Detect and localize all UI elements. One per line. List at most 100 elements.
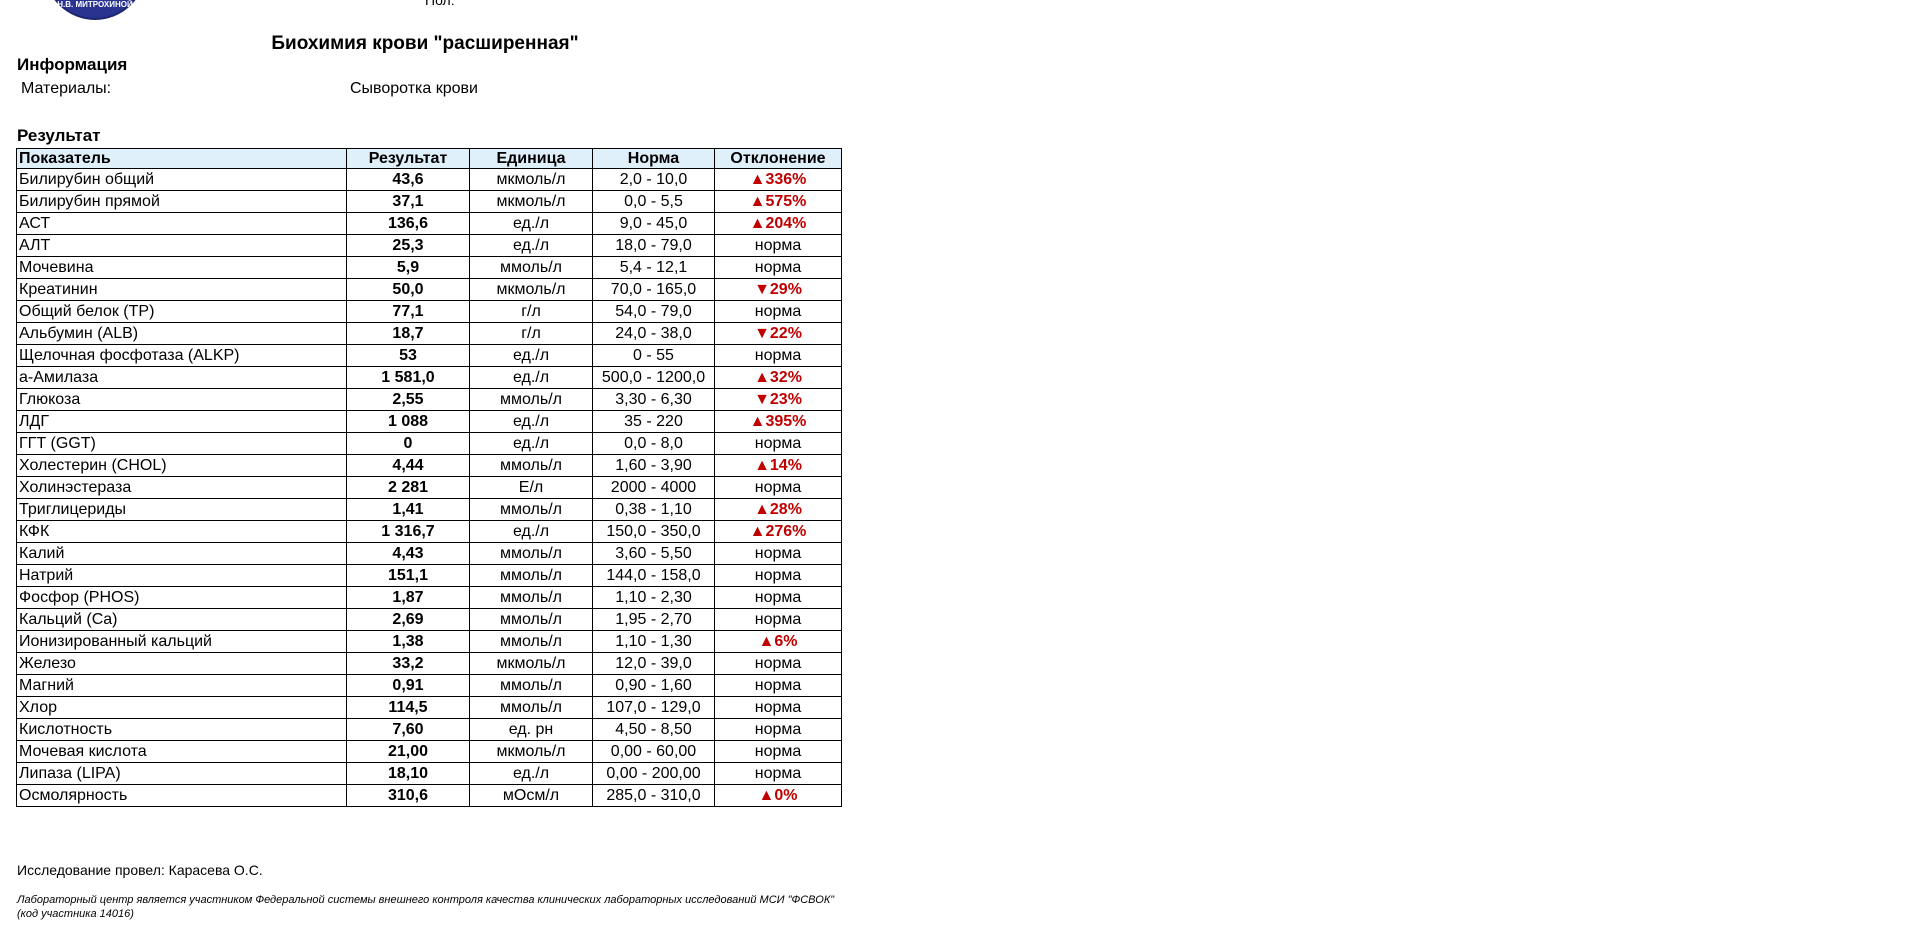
parameter-name: Билирубин прямой [16,190,347,213]
parameter-name: Триглицериды [16,498,347,521]
deviation: норма [714,300,842,323]
unit: ед./л [469,520,593,543]
parameter-name: а-Амилаза [16,366,347,389]
deviation: ▲395% [714,410,842,433]
result-value: 1,87 [346,586,470,609]
deviation: норма [714,256,842,279]
deviation: ▼22% [714,322,842,345]
deviation: норма [714,432,842,455]
deviation: ▼29% [714,278,842,301]
result-value: 77,1 [346,300,470,323]
result-value: 151,1 [346,564,470,587]
result-value: 7,60 [346,718,470,741]
result-value: 0,91 [346,674,470,697]
table-row: Холестерин (CHOL) 4,44 ммоль/л 1,60 - 3,90 ▲… [16,454,842,477]
result-value: 1 088 [346,410,470,433]
info-heading: Информация [17,55,128,74]
parameter-name: Ионизированный кальций [16,630,347,653]
table-row: Калий 4,43 ммоль/л 3,60 - 5,50 норма [16,542,842,565]
table-row: Мочевина 5,9 ммоль/л 5,4 - 12,1 норма [16,256,842,279]
sex-label: Пол: [425,0,455,8]
deviation: ▲575% [714,190,842,213]
parameter-name: Глюкоза [16,388,347,411]
parameter-name: Общий белок (TP) [16,300,347,323]
table-row: Глюкоза 2,55 ммоль/л 3,30 - 6,30 ▼23% [16,388,842,411]
unit: г/л [469,322,593,345]
unit: мкмоль/л [469,168,593,191]
result-value: 2,69 [346,608,470,631]
table-row: АСТ 136,6 ед./л 9,0 - 45,0 ▲204% [16,212,842,235]
table-row: Билирубин общий 43,6 мкмоль/л 2,0 - 10,0 ▲33… [16,168,842,191]
table-row: Кальций (Ca) 2,69 ммоль/л 1,95 - 2,70 норма [16,608,842,631]
unit: ммоль/л [469,498,593,521]
table-row: АЛТ 25,3 ед./л 18,0 - 79,0 норма [16,234,842,257]
table-row: Триглицериды 1,41 ммоль/л 0,38 - 1,10 ▲28% [16,498,842,521]
result-value: 1,38 [346,630,470,653]
lab-logo: Н.В. МИТРОХИНОЙ [44,0,146,20]
accreditation-note: Лабораторный центр является участником Ф… [17,894,835,920]
result-value: 25,3 [346,234,470,257]
table-row: Железо 33,2 мкмоль/л 12,0 - 39,0 норма [16,652,842,675]
parameter-name: Хлор [16,696,347,719]
norm-range: 5,4 - 12,1 [592,256,715,279]
parameter-name: АСТ [16,212,347,235]
parameter-name: Мочевина [16,256,347,279]
result-value: 1 581,0 [346,366,470,389]
deviation: ▲28% [714,498,842,521]
parameter-name: Билирубин общий [16,168,347,191]
norm-range: 2000 - 4000 [592,476,715,499]
norm-range: 1,10 - 2,30 [592,586,715,609]
result-value: 53 [346,344,470,367]
table-row: Ионизированный кальций 1,38 ммоль/л 1,10 - … [16,630,842,653]
table-row: Липаза (LIPA) 18,10 ед./л 0,00 - 200,00 норм… [16,762,842,785]
unit: ед./л [469,344,593,367]
parameter-name: Альбумин (ALB) [16,322,347,345]
result-value: 136,6 [346,212,470,235]
norm-range: 0,00 - 60,00 [592,740,715,763]
unit: ммоль/л [469,542,593,565]
materials-value: Сыворотка крови [350,80,478,97]
norm-range: 0,38 - 1,10 [592,498,715,521]
table-row: Холинэстераза 2 281 Е/л 2000 - 4000 норма [16,476,842,499]
deviation: норма [714,608,842,631]
result-value: 21,00 [346,740,470,763]
col-header-parameter: Показатель [16,148,347,169]
col-header-deviation: Отклонение [714,148,842,169]
parameter-name: Кислотность [16,718,347,741]
deviation: ▲276% [714,520,842,543]
unit: ед./л [469,432,593,455]
deviation: норма [714,586,842,609]
result-value: 50,0 [346,278,470,301]
table-row: Альбумин (ALB) 18,7 г/л 24,0 - 38,0 ▼22% [16,322,842,345]
table-row: Мочевая кислота 21,00 мкмоль/л 0,00 - 60,00… [16,740,842,763]
result-value: 2,55 [346,388,470,411]
unit: мкмоль/л [469,190,593,213]
norm-range: 144,0 - 158,0 [592,564,715,587]
norm-range: 54,0 - 79,0 [592,300,715,323]
performer: Исследование провел: Карасева О.С. [17,862,263,878]
norm-range: 18,0 - 79,0 [592,234,715,257]
deviation: норма [714,564,842,587]
result-value: 18,10 [346,762,470,785]
deviation: ▲14% [714,454,842,477]
unit: ед./л [469,234,593,257]
result-value: 43,6 [346,168,470,191]
parameter-name: Железо [16,652,347,675]
result-value: 18,7 [346,322,470,345]
table-row: ЛДГ 1 088 ед./л 35 - 220 ▲395% [16,410,842,433]
deviation: норма [714,476,842,499]
unit: мОсм/л [469,784,593,807]
deviation: норма [714,718,842,741]
norm-range: 0,00 - 200,00 [592,762,715,785]
parameter-name: Калий [16,542,347,565]
results-table: Показатель Результат Единица Норма Откло… [16,148,842,807]
unit: мкмоль/л [469,652,593,675]
col-header-norm: Норма [592,148,715,169]
table-row: Билирубин прямой 37,1 мкмоль/л 0,0 - 5,5 ▲57… [16,190,842,213]
norm-range: 9,0 - 45,0 [592,212,715,235]
table-row: Общий белок (TP) 77,1 г/л 54,0 - 79,0 норма [16,300,842,323]
unit: Е/л [469,476,593,499]
result-value: 0 [346,432,470,455]
parameter-name: КФК [16,520,347,543]
table-row: а-Амилаза 1 581,0 ед./л 500,0 - 1200,0 ▲32% [16,366,842,389]
